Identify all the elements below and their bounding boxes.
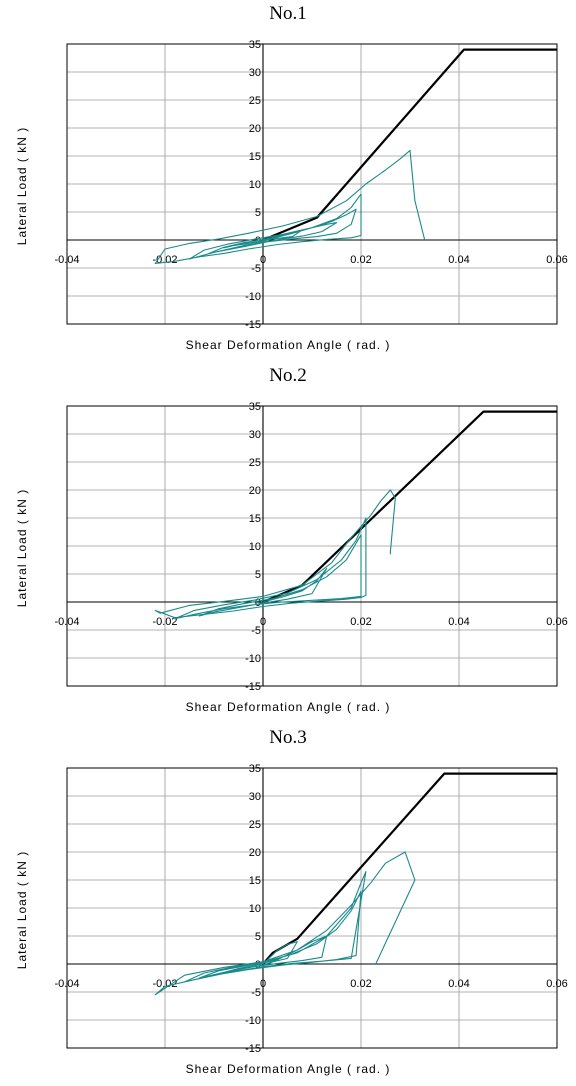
y-tick-label: 20 bbox=[249, 847, 261, 859]
y-tick-label: -10 bbox=[245, 291, 261, 303]
y-tick-label: 25 bbox=[249, 819, 261, 831]
y-tick-label: 15 bbox=[249, 875, 261, 887]
y-tick-label: 35 bbox=[249, 763, 261, 775]
x-tick-label: 0 bbox=[260, 254, 266, 266]
model-curve bbox=[262, 48, 557, 242]
model-curve bbox=[262, 410, 557, 604]
chart-title: No.1 bbox=[269, 3, 307, 24]
x-tick-label: 0.02 bbox=[350, 978, 371, 990]
y-tick-label: 15 bbox=[249, 151, 261, 163]
y-tick-label: 35 bbox=[249, 401, 261, 413]
x-tick-label: -0.04 bbox=[54, 616, 79, 628]
test-hysteresis-curve bbox=[154, 149, 426, 265]
plot-frame bbox=[66, 43, 558, 325]
y-tick-label: 5 bbox=[255, 207, 261, 219]
y-tick-label: 25 bbox=[249, 457, 261, 469]
y-tick-label: 30 bbox=[249, 429, 261, 441]
y-tick-label: 0 bbox=[255, 597, 261, 609]
y-tick-label: 20 bbox=[249, 485, 261, 497]
chart-panel-1: No.1 Lateral Load ( kN ) Shear Deformation… bbox=[0, 0, 576, 362]
y-tick-label: 10 bbox=[249, 179, 261, 191]
y-tick-label: 30 bbox=[249, 67, 261, 79]
y-tick-label: -10 bbox=[245, 653, 261, 665]
y-tick-label: 30 bbox=[249, 791, 261, 803]
y-tick-label: 10 bbox=[249, 903, 261, 915]
x-tick-label: 0.06 bbox=[546, 254, 567, 266]
x-axis-label: Shear Deformation Angle ( rad. ) bbox=[185, 1062, 391, 1076]
y-tick-label: -15 bbox=[245, 681, 261, 693]
test-hysteresis-curve bbox=[154, 489, 396, 620]
x-tick-label: 0.06 bbox=[546, 978, 567, 990]
y-tick-label: -5 bbox=[251, 625, 261, 637]
y-tick-label: 10 bbox=[249, 541, 261, 553]
x-tick-label: 0 bbox=[260, 978, 266, 990]
y-tick-label: -15 bbox=[245, 1043, 261, 1055]
y-tick-label: 35 bbox=[249, 39, 261, 51]
x-tick-label: -0.02 bbox=[152, 254, 177, 266]
y-tick-label: 5 bbox=[255, 569, 261, 581]
y-tick-label: 25 bbox=[249, 95, 261, 107]
x-tick-label: 0.04 bbox=[448, 978, 469, 990]
y-tick-label: 5 bbox=[255, 931, 261, 943]
x-tick-label: 0.04 bbox=[448, 616, 469, 628]
x-tick-label: -0.02 bbox=[152, 616, 177, 628]
x-tick-label: -0.04 bbox=[54, 254, 79, 266]
chart-panel-3: No.3 Lateral Load ( kN ) Shear Deformation… bbox=[0, 724, 576, 1086]
model-curve bbox=[262, 772, 557, 965]
y-tick-label: 20 bbox=[249, 123, 261, 135]
plot-frame bbox=[66, 405, 558, 687]
test-hysteresis-curve bbox=[154, 851, 416, 996]
chart-title: No.2 bbox=[269, 365, 307, 386]
chart-panel-2: No.2 Lateral Load ( kN ) Shear Deformation… bbox=[0, 362, 576, 724]
x-axis-label: Shear Deformation Angle ( rad. ) bbox=[185, 700, 391, 714]
x-axis-label: Shear Deformation Angle ( rad. ) bbox=[185, 338, 391, 352]
y-tick-label: 0 bbox=[255, 235, 261, 247]
y-tick-label: 15 bbox=[249, 513, 261, 525]
y-tick-label: -15 bbox=[245, 319, 261, 331]
x-tick-label: -0.02 bbox=[152, 978, 177, 990]
x-tick-label: 0.06 bbox=[546, 616, 567, 628]
y-tick-label: -10 bbox=[245, 1015, 261, 1027]
y-tick-label: -5 bbox=[251, 263, 261, 275]
plot-frame bbox=[66, 767, 558, 1049]
chart-title: No.3 bbox=[269, 727, 307, 748]
x-tick-label: -0.04 bbox=[54, 978, 79, 990]
x-tick-label: 0.02 bbox=[350, 254, 371, 266]
y-tick-label: -5 bbox=[251, 987, 261, 999]
x-tick-label: 0 bbox=[260, 616, 266, 628]
x-tick-label: 0.02 bbox=[350, 616, 371, 628]
x-tick-label: 0.04 bbox=[448, 254, 469, 266]
